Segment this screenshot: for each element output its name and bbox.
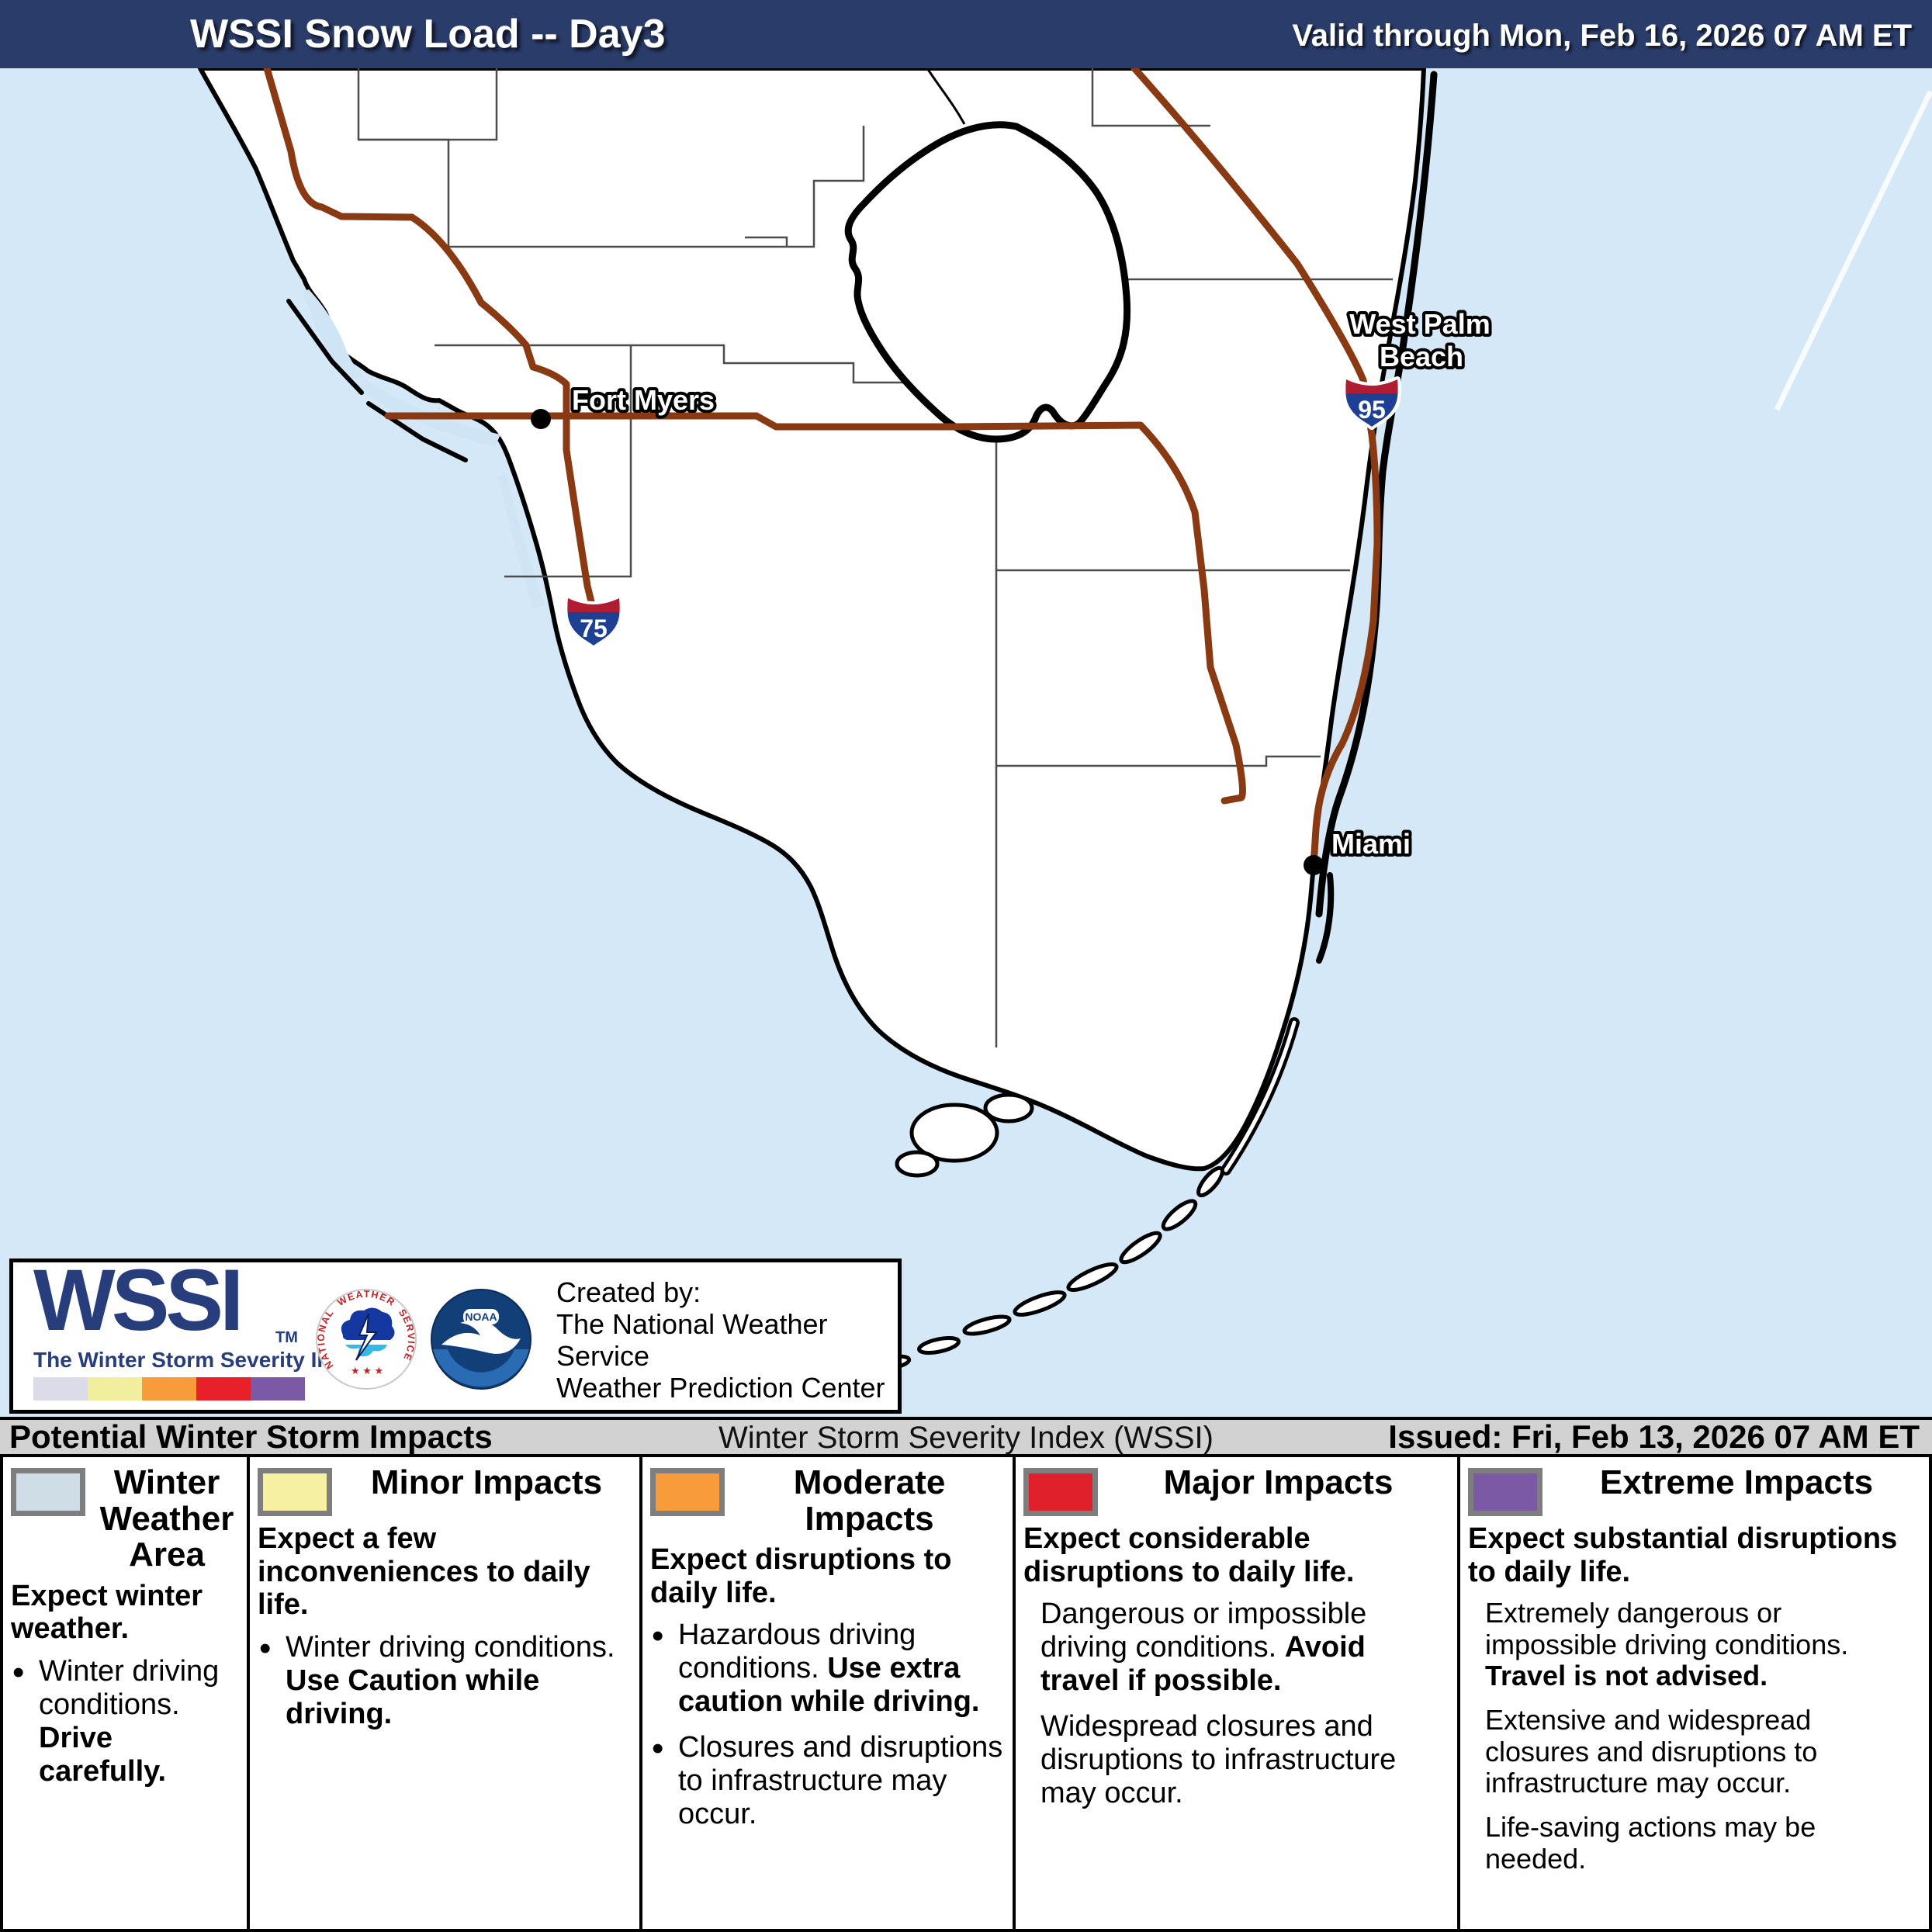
impact-legend: Winter Weather Area Expect winter weathe…: [0, 1457, 1932, 1932]
west-palm-beach-label-line2: Beach: [1380, 341, 1463, 372]
moderate-impacts-item-1: Hazardous driving conditions. Use extra …: [650, 1617, 1003, 1719]
header-bar: WSSI Snow Load -- Day3 Valid through Mon…: [0, 0, 1932, 68]
interstate-75-shield: 75: [564, 595, 623, 649]
biscayne-islands: [1316, 872, 1335, 964]
extreme-impacts-title: Extreme Impacts: [1599, 1463, 1874, 1501]
wssi-logo-text: WSSI: [33, 1252, 244, 1349]
statusbar-left-title: Potential Winter Storm Impacts: [9, 1418, 493, 1455]
legend-column-major-impacts: Major Impacts Expect considerable disrup…: [1013, 1457, 1457, 1929]
ramp-swatch-moderate: [142, 1377, 196, 1401]
wssi-tagline: The Winter Storm Severity Index: [33, 1348, 368, 1372]
interstate-75-number: 75: [580, 615, 608, 642]
miami-label: Miami: [1331, 828, 1411, 860]
map-canvas: 75 95 Fort Myers West Palm Beach Miami: [0, 64, 1932, 1417]
alligator-alley-road: [384, 412, 1246, 805]
major-impacts-intro: Expect considerable disruptions to daily…: [1023, 1522, 1355, 1588]
legend-column-winter-weather-area: Winter Weather Area Expect winter weathe…: [3, 1457, 247, 1929]
ramp-swatch-winter-weather: [33, 1377, 88, 1401]
created-by-line1: The National Weather Service: [556, 1308, 828, 1372]
kissimmee-river: [926, 68, 966, 125]
ocean-streak: [1774, 90, 1932, 411]
wssi-color-ramp: [33, 1377, 305, 1401]
major-impacts-item-2: Widespread closures and disruptions to i…: [1040, 1709, 1397, 1809]
legend-column-minor-impacts: Minor Impacts Expect a few inconvenience…: [247, 1457, 639, 1929]
major-impacts-title: Major Impacts: [1163, 1463, 1394, 1501]
winter-weather-area-title: Winter Weather Area: [99, 1463, 234, 1574]
interstate-95-shield: 95: [1342, 376, 1401, 430]
minor-impacts-title: Minor Impacts: [370, 1463, 603, 1501]
moderate-impacts-item-2: Closures and disruptions to infrastructu…: [650, 1729, 1003, 1831]
legend-column-moderate-impacts: Moderate Impacts Expect disruptions to d…: [639, 1457, 1013, 1929]
extreme-impacts-intro: Expect substantial disruptions to daily …: [1468, 1522, 1898, 1588]
minor-impacts-item: Winter driving conditions. Use Caution w…: [258, 1629, 630, 1731]
extreme-impacts-swatch: [1468, 1468, 1542, 1516]
west-palm-beach-label-line1: West Palm: [1349, 308, 1490, 340]
statusbar-issued-text: Issued: Fri, Feb 13, 2026 07 AM ET: [1388, 1418, 1920, 1455]
city-markers: Fort Myers West Palm Beach Miami: [531, 305, 1494, 875]
upper-keys-inner: [1224, 1020, 1297, 1172]
ramp-swatch-major: [196, 1377, 251, 1401]
highways: [263, 64, 1381, 869]
valid-through-text: Valid through Mon, Feb 16, 2026 07 AM ET: [1292, 19, 1912, 53]
statusbar-center-title: Winter Storm Severity Index (WSSI): [718, 1421, 1214, 1455]
winter-weather-area-swatch: [11, 1468, 85, 1516]
major-impacts-item-1: Dangerous or impossible driving conditio…: [1040, 1598, 1367, 1697]
interstate-75-road: [263, 64, 597, 615]
fort-myers-label: Fort Myers: [572, 384, 715, 416]
created-by-line2: Weather Prediction Center: [556, 1372, 885, 1404]
svg-text:★ ★ ★: ★ ★ ★: [351, 1365, 383, 1376]
major-impacts-swatch: [1023, 1468, 1098, 1516]
extreme-impacts-item-2: Extensive and widespread closures and di…: [1485, 1704, 1818, 1799]
miami-dot: [1304, 855, 1324, 875]
county-boundaries: [357, 68, 1393, 1047]
extreme-impacts-item-3: Life-saving actions may be needed.: [1485, 1811, 1816, 1875]
wssi-info-box: WSSI TM The Winter Storm Severity Index …: [9, 1252, 902, 1414]
moderate-impacts-intro: Expect disruptions to daily life.: [650, 1543, 952, 1609]
national-weather-service-logo-icon: NATIONAL WEATHER SERVICE ★ ★ ★: [316, 1289, 417, 1390]
mangrove-islands: [895, 1092, 1034, 1178]
interstate-95-number: 95: [1358, 396, 1386, 424]
moderate-impacts-title: Moderate Impacts: [793, 1463, 946, 1538]
noaa-logo-text: NOAA: [465, 1311, 497, 1323]
lake-okeechobee: [844, 121, 1131, 443]
created-by-block: Created by: The National Weather Service…: [556, 1276, 898, 1404]
map-region: 75 95 Fort Myers West Palm Beach Miami: [0, 64, 1932, 1417]
page-title: WSSI Snow Load -- Day3: [190, 12, 666, 57]
minor-impacts-swatch: [258, 1468, 332, 1516]
moderate-impacts-swatch: [650, 1468, 725, 1516]
created-by-label: Created by:: [556, 1276, 701, 1308]
minor-impacts-intro: Expect a few inconveniences to daily lif…: [258, 1522, 590, 1622]
ramp-swatch-minor: [88, 1377, 142, 1401]
ramp-swatch-extreme: [251, 1377, 305, 1401]
legend-column-extreme-impacts: Extreme Impacts Expect substantial disru…: [1457, 1457, 1929, 1929]
winter-weather-area-intro: Expect winter weather.: [11, 1579, 203, 1646]
noaa-logo-icon: NOAA: [431, 1289, 531, 1390]
extreme-impacts-item-1: Extremely dangerous or impossible drivin…: [1485, 1597, 1849, 1692]
status-bar: Potential Winter Storm Impacts Winter St…: [0, 1417, 1932, 1457]
fort-myers-dot: [531, 409, 551, 429]
interstate-95-road: [1130, 64, 1381, 869]
wssi-trademark: TM: [275, 1329, 298, 1346]
winter-weather-area-item: Winter driving conditions. Drive careful…: [11, 1653, 237, 1788]
